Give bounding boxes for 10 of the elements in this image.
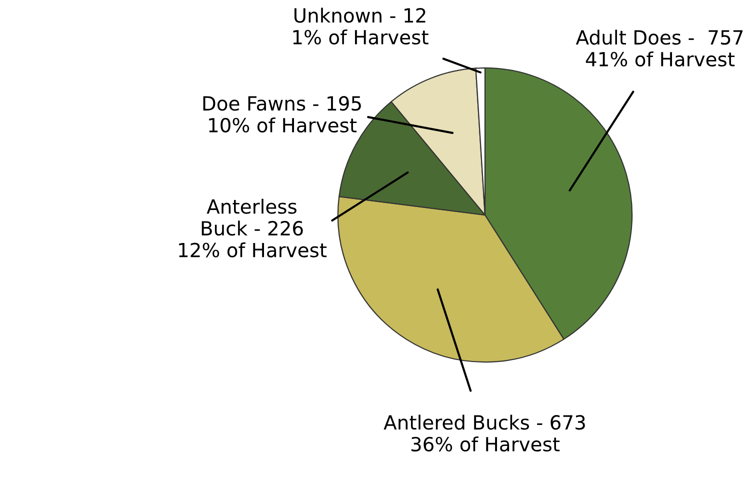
data-label: 36% of Harvest	[411, 436, 560, 452]
data-label: 41% of Harvest	[586, 51, 735, 67]
slice-label: Antlered Bucks - 673	[384, 414, 585, 430]
data-label: 10% of Harvest	[209, 117, 357, 133]
slice-label: Adult Does - 757	[576, 30, 743, 45]
data-label: 1% of Harvest	[293, 29, 428, 45]
slice-label: Anterless Buck - 226	[202, 198, 303, 236]
slice-label: Unknown - 12	[294, 8, 426, 23]
slice-label: Doe Fawns - 195	[203, 96, 361, 111]
data-label: 12% of Harvest	[179, 242, 327, 258]
